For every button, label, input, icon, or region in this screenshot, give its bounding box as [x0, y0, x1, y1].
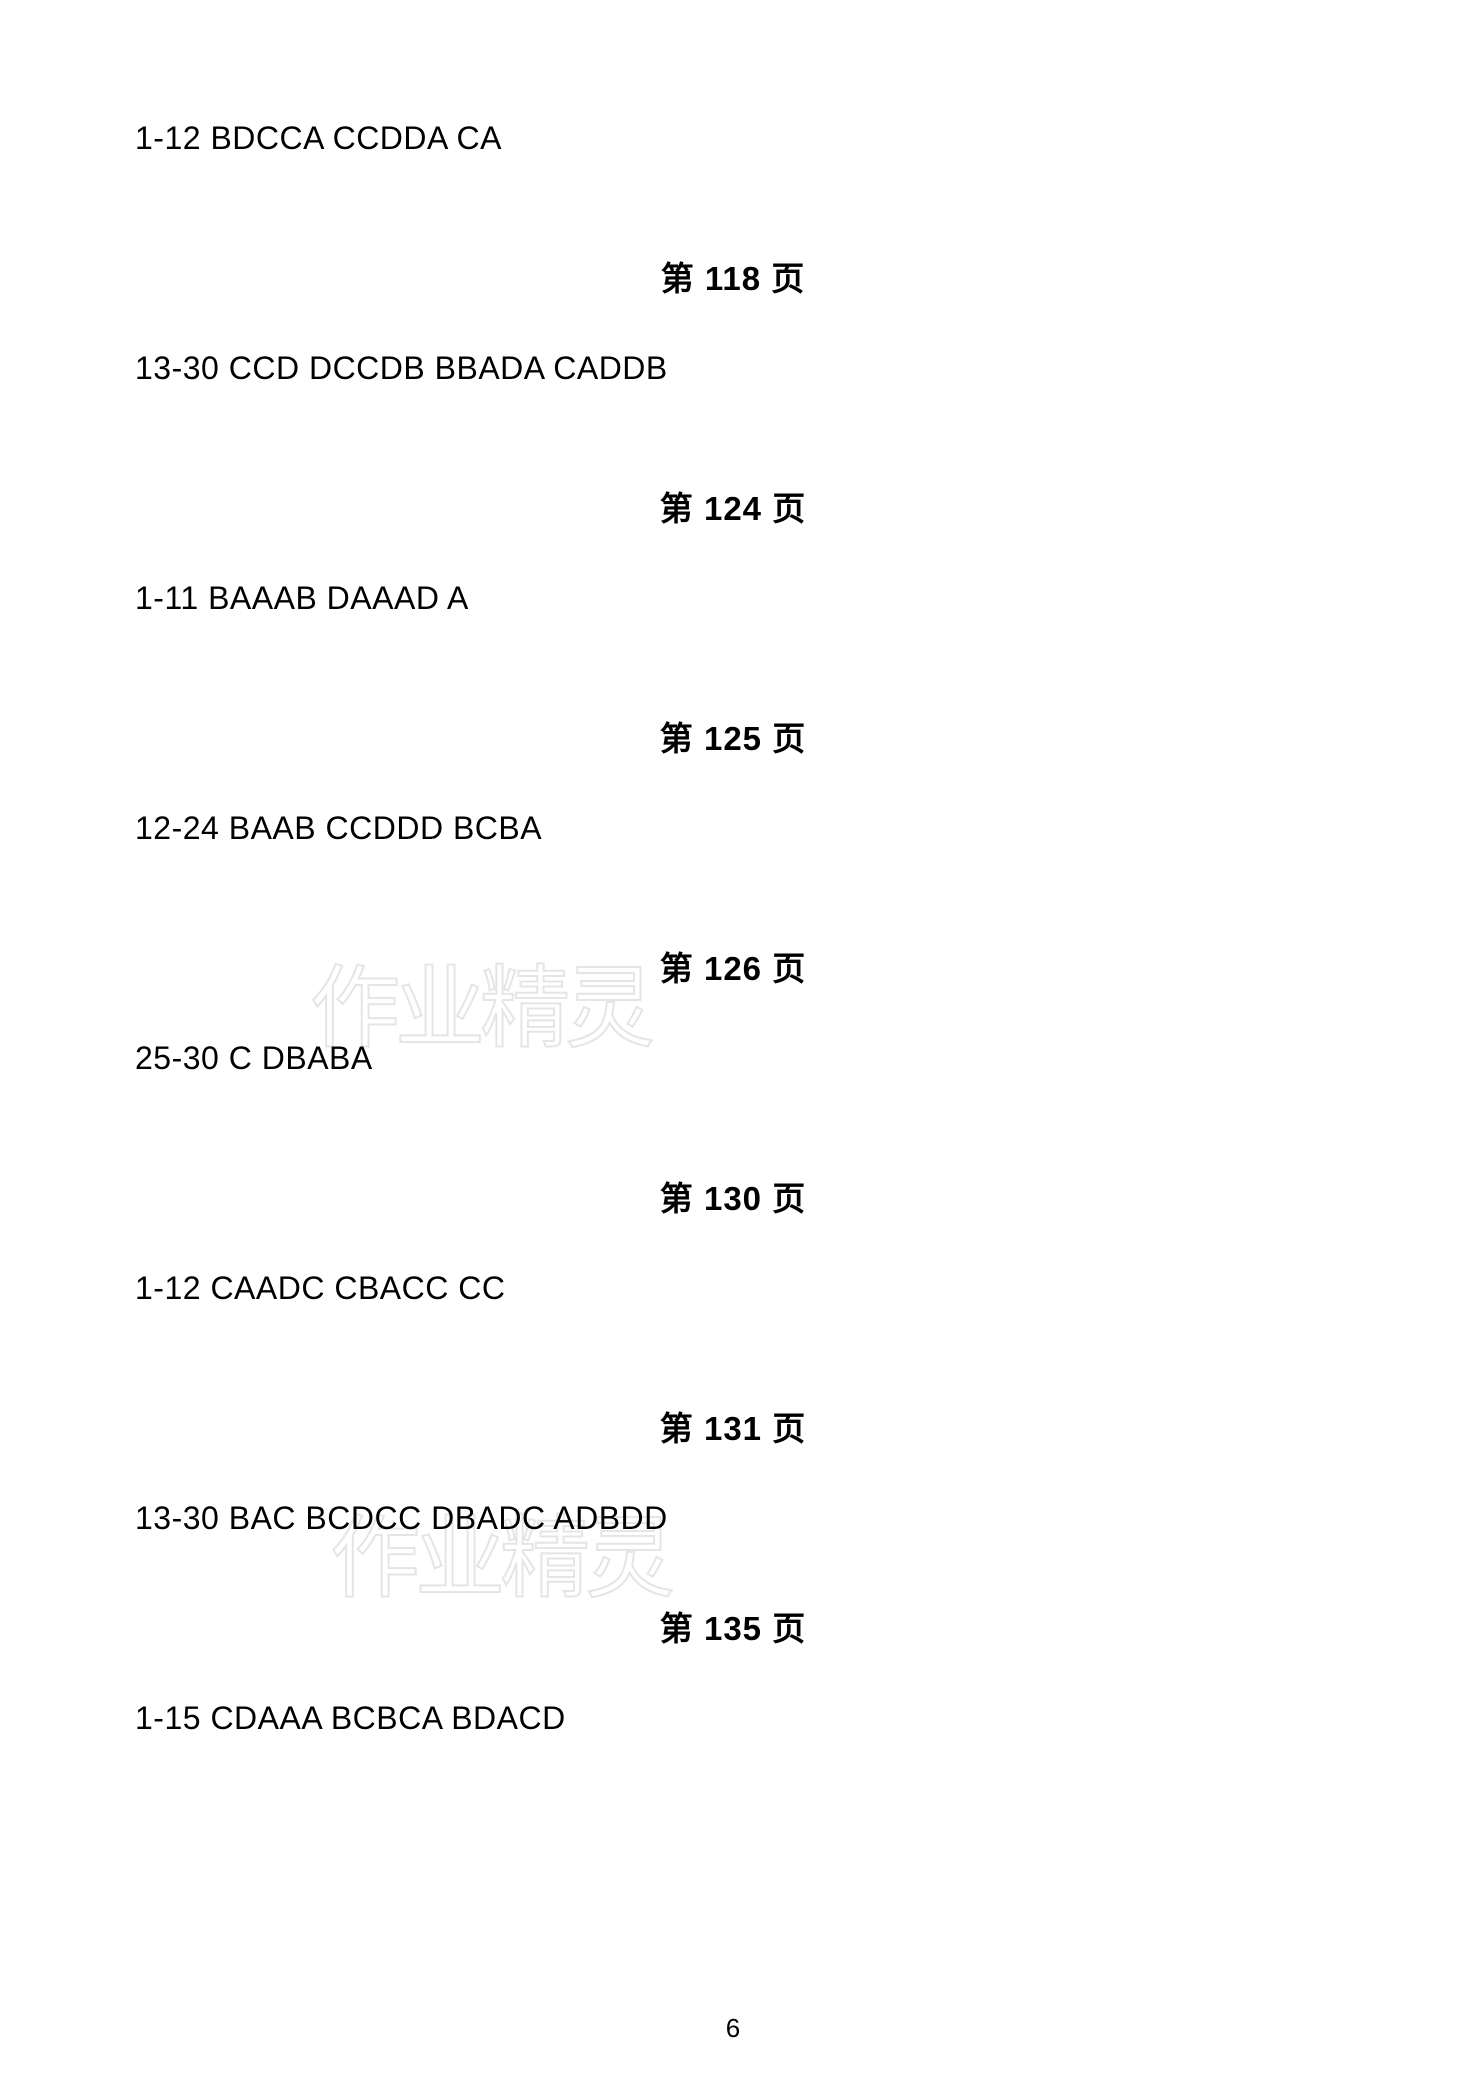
answer-text: 13-30 CCD DCCDB BBADA CADDB: [135, 350, 1331, 387]
answer-text: 1-12 CAADC CBACC CC: [135, 1270, 1331, 1307]
page-container: 作业精灵 作业精灵 1-12 BDCCA CCDDA CA 第 118 页 13…: [0, 0, 1466, 2079]
answer-text: 1-15 CDAAA BCBCA BDACD: [135, 1700, 1331, 1737]
page-heading: 第 135 页: [135, 1602, 1331, 1650]
answer-text: 12-24 BAAB CCDDD BCBA: [135, 810, 1331, 847]
answer-text: 25-30 C DBABA: [135, 1040, 1331, 1077]
page-heading: 第 125 页: [135, 712, 1331, 760]
page-heading: 第 130 页: [135, 1172, 1331, 1220]
content-wrapper: 1-12 BDCCA CCDDA CA 第 118 页 13-30 CCD DC…: [135, 120, 1331, 1737]
answer-text: 13-30 BAC BCDCC DBADC ADBDD: [135, 1500, 1331, 1537]
answer-text: 1-11 BAAAB DAAAD A: [135, 580, 1331, 617]
page-heading: 第 124 页: [135, 482, 1331, 530]
page-heading: 第 131 页: [135, 1402, 1331, 1450]
page-heading: 第 118 页: [135, 252, 1331, 300]
page-heading: 第 126 页: [135, 942, 1331, 990]
page-number: 6: [0, 2013, 1466, 2044]
answer-text: 1-12 BDCCA CCDDA CA: [135, 120, 1331, 157]
